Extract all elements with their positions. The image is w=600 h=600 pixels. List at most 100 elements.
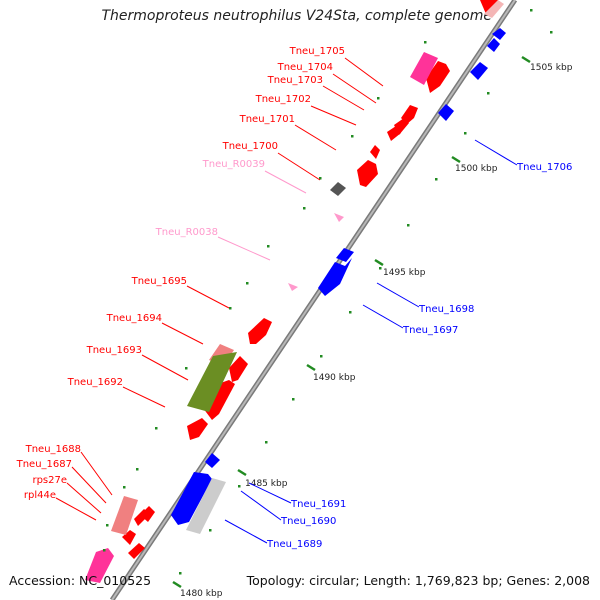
scale-tick: [155, 427, 158, 430]
forward-cds-arrow: [248, 318, 272, 344]
reverse-cds-arrow: [318, 258, 352, 296]
light-feature: [484, 0, 504, 18]
gene-label-tneu_1693: Tneu_1693: [86, 345, 142, 356]
grey-feature: [186, 478, 226, 534]
genome-backbone-highlight: [111, 0, 516, 600]
gene-leader-line: [344, 57, 384, 87]
gene-label-tneu_1691: Tneu_1691: [290, 499, 346, 510]
trna-marker: [334, 213, 344, 222]
gene-label-tneu_1695: Tneu_1695: [131, 276, 187, 287]
gene-label-tneu_r0039: Tneu_R0039: [202, 159, 265, 170]
gene-label-tneu_1689: Tneu_1689: [266, 539, 322, 550]
scale-major-tick: [374, 258, 384, 267]
gene-leader-line: [186, 285, 230, 309]
reverse-cds-arrow: [438, 104, 454, 121]
gene-leader-line: [332, 73, 377, 104]
forward-cds-arrow: [480, 0, 498, 14]
scale-label: 1505 kbp: [530, 63, 573, 73]
scale-tick: [179, 572, 182, 575]
scale-label: 1500 kbp: [455, 164, 498, 174]
scale-tick: [349, 311, 352, 314]
gene-leader-line: [141, 354, 189, 381]
gene-label-tneu_1701: Tneu_1701: [239, 114, 295, 125]
scale-major-tick: [306, 363, 316, 372]
scale-tick: [530, 9, 533, 12]
forward-cds-arrow: [187, 418, 208, 440]
gene-leader-line: [322, 85, 365, 111]
scale-major-tick: [172, 580, 182, 589]
reverse-cds-arrow: [492, 28, 506, 40]
gene-leader-line: [66, 482, 102, 514]
gene-leader-line: [240, 490, 282, 521]
gene-leader-line: [264, 170, 307, 194]
scale-label: 1490 kbp: [313, 373, 356, 383]
scale-tick: [267, 245, 270, 248]
scale-tick: [123, 486, 126, 489]
gene-label-tneu_1698: Tneu_1698: [418, 304, 474, 315]
gene-leader-line: [161, 322, 204, 345]
scale-tick: [229, 307, 232, 310]
accession-label: Accession: NC_010525: [9, 573, 152, 588]
gene-label-tneu_1705: Tneu_1705: [289, 46, 345, 57]
gene-label-tneu_1690: Tneu_1690: [280, 516, 336, 527]
topology-label: Topology: circular; Length: 1,769,823 bp…: [246, 573, 590, 588]
scale-major-tick: [451, 155, 461, 164]
gene-leader-line: [224, 519, 268, 544]
scale-tick: [209, 529, 212, 532]
map-title: Thermoproteus neutrophilus V24Sta, compl…: [101, 8, 492, 24]
gene-label-tneu_1688: Tneu_1688: [25, 444, 81, 455]
gene-label-tneu_1692: Tneu_1692: [67, 377, 123, 388]
gene-label-rps27e: rps27e: [32, 475, 67, 486]
gene-label-tneu_1687: Tneu_1687: [16, 459, 72, 470]
scale-label: 1495 kbp: [383, 268, 426, 278]
gene-label-tneu_1702: Tneu_1702: [255, 94, 311, 105]
gene-leader-line: [376, 282, 420, 308]
scale-tick: [407, 224, 410, 227]
gene-leader-line: [277, 152, 321, 181]
forward-cds-arrow: [357, 160, 378, 187]
scale-tick: [351, 135, 354, 138]
scale-tick: [292, 398, 295, 401]
gene-leader-line: [71, 466, 107, 504]
reverse-cds-arrow: [470, 62, 488, 80]
gene-leader-line: [55, 497, 97, 521]
scale-tick: [185, 367, 188, 370]
reverse-cds-arrow: [336, 248, 354, 262]
gene-label-tneu_1694: Tneu_1694: [106, 313, 162, 324]
forward-cds-arrow: [370, 145, 380, 159]
scale-tick: [238, 485, 241, 488]
olive-feature: [187, 352, 237, 412]
scale-tick: [303, 207, 306, 210]
scale-tick: [487, 92, 490, 95]
gene-leader-line: [474, 139, 518, 166]
scale-tick: [435, 178, 438, 181]
scale-tick: [319, 177, 322, 180]
scale-tick: [265, 441, 268, 444]
gene-label-tneu_r0038: Tneu_R0038: [155, 227, 218, 238]
forward-cds-arrow: [140, 506, 155, 522]
gene-label-tneu_1704: Tneu_1704: [277, 62, 333, 73]
forward-cds-arrow: [387, 126, 401, 141]
gene-leader-line: [217, 236, 271, 261]
gene-leader-line: [122, 386, 166, 408]
reverse-cds-arrow: [205, 453, 220, 468]
pink-feature: [85, 548, 114, 583]
forward-cds-arrow: [203, 380, 235, 420]
forward-cds-arrow: [229, 356, 248, 382]
scale-label: 1485 kbp: [245, 479, 288, 489]
scale-tick: [377, 97, 380, 100]
scale-tick: [550, 31, 553, 34]
light-feature: [111, 496, 138, 535]
scale-tick: [424, 41, 427, 44]
scale-tick: [246, 282, 249, 285]
scale-tick: [103, 549, 106, 552]
reverse-cds-arrow: [171, 472, 212, 525]
pink-feature: [410, 52, 438, 85]
scale-tick: [136, 468, 139, 471]
gene-label-rpl44e: rpl44e: [24, 490, 56, 501]
scale-label: 1480 kbp: [180, 589, 223, 599]
scale-tick: [464, 132, 467, 135]
scale-tick: [106, 524, 109, 527]
